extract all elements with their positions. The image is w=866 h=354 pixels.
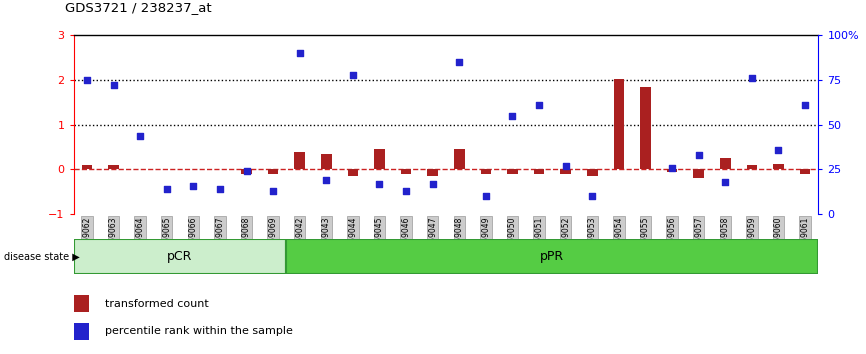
Point bbox=[426, 181, 440, 187]
FancyBboxPatch shape bbox=[287, 239, 818, 274]
Bar bbox=[746, 165, 757, 170]
Bar bbox=[800, 170, 811, 174]
Point bbox=[479, 193, 493, 199]
Bar bbox=[268, 170, 279, 174]
Bar bbox=[720, 158, 731, 170]
Point bbox=[772, 147, 785, 153]
Text: pCR: pCR bbox=[167, 250, 193, 263]
Bar bbox=[454, 149, 464, 170]
Text: percentile rank within the sample: percentile rank within the sample bbox=[105, 326, 293, 336]
Point bbox=[585, 193, 599, 199]
Point bbox=[798, 102, 812, 108]
Point bbox=[107, 82, 120, 88]
Point bbox=[559, 163, 572, 169]
Bar bbox=[694, 170, 704, 178]
Bar bbox=[428, 170, 438, 176]
Bar bbox=[74, 295, 89, 312]
Point bbox=[452, 59, 466, 65]
Point bbox=[346, 72, 360, 78]
Bar bbox=[347, 170, 359, 176]
Text: transformed count: transformed count bbox=[105, 298, 209, 309]
Bar bbox=[108, 165, 119, 170]
Bar bbox=[587, 170, 598, 176]
Bar bbox=[507, 170, 518, 174]
Text: pPR: pPR bbox=[540, 250, 565, 263]
Point bbox=[159, 186, 173, 192]
Point bbox=[638, 13, 652, 18]
Point bbox=[506, 113, 520, 119]
Bar bbox=[374, 149, 385, 170]
Bar bbox=[321, 154, 332, 170]
Bar bbox=[294, 152, 305, 170]
Bar bbox=[773, 164, 784, 170]
Bar bbox=[533, 170, 545, 174]
Point bbox=[372, 181, 386, 187]
Bar bbox=[74, 323, 89, 340]
Point bbox=[133, 133, 147, 138]
Point bbox=[399, 188, 413, 194]
Point bbox=[80, 77, 94, 83]
Point bbox=[240, 169, 254, 174]
FancyBboxPatch shape bbox=[74, 239, 287, 274]
Point bbox=[612, 9, 626, 15]
Point bbox=[293, 50, 307, 56]
Point bbox=[266, 188, 280, 194]
Bar bbox=[560, 170, 571, 174]
Bar bbox=[667, 170, 677, 172]
Point bbox=[718, 179, 732, 185]
Point bbox=[665, 165, 679, 171]
Bar bbox=[241, 170, 252, 174]
Point bbox=[532, 102, 546, 108]
Text: disease state ▶: disease state ▶ bbox=[4, 252, 80, 262]
Point bbox=[186, 183, 200, 188]
Bar bbox=[401, 170, 411, 174]
Point bbox=[745, 75, 759, 81]
Bar bbox=[640, 87, 650, 170]
Bar bbox=[613, 79, 624, 170]
Bar bbox=[81, 165, 92, 170]
Point bbox=[213, 186, 227, 192]
Point bbox=[692, 152, 706, 158]
Bar bbox=[481, 170, 491, 174]
Point bbox=[320, 177, 333, 183]
Text: GDS3721 / 238237_at: GDS3721 / 238237_at bbox=[65, 1, 211, 14]
